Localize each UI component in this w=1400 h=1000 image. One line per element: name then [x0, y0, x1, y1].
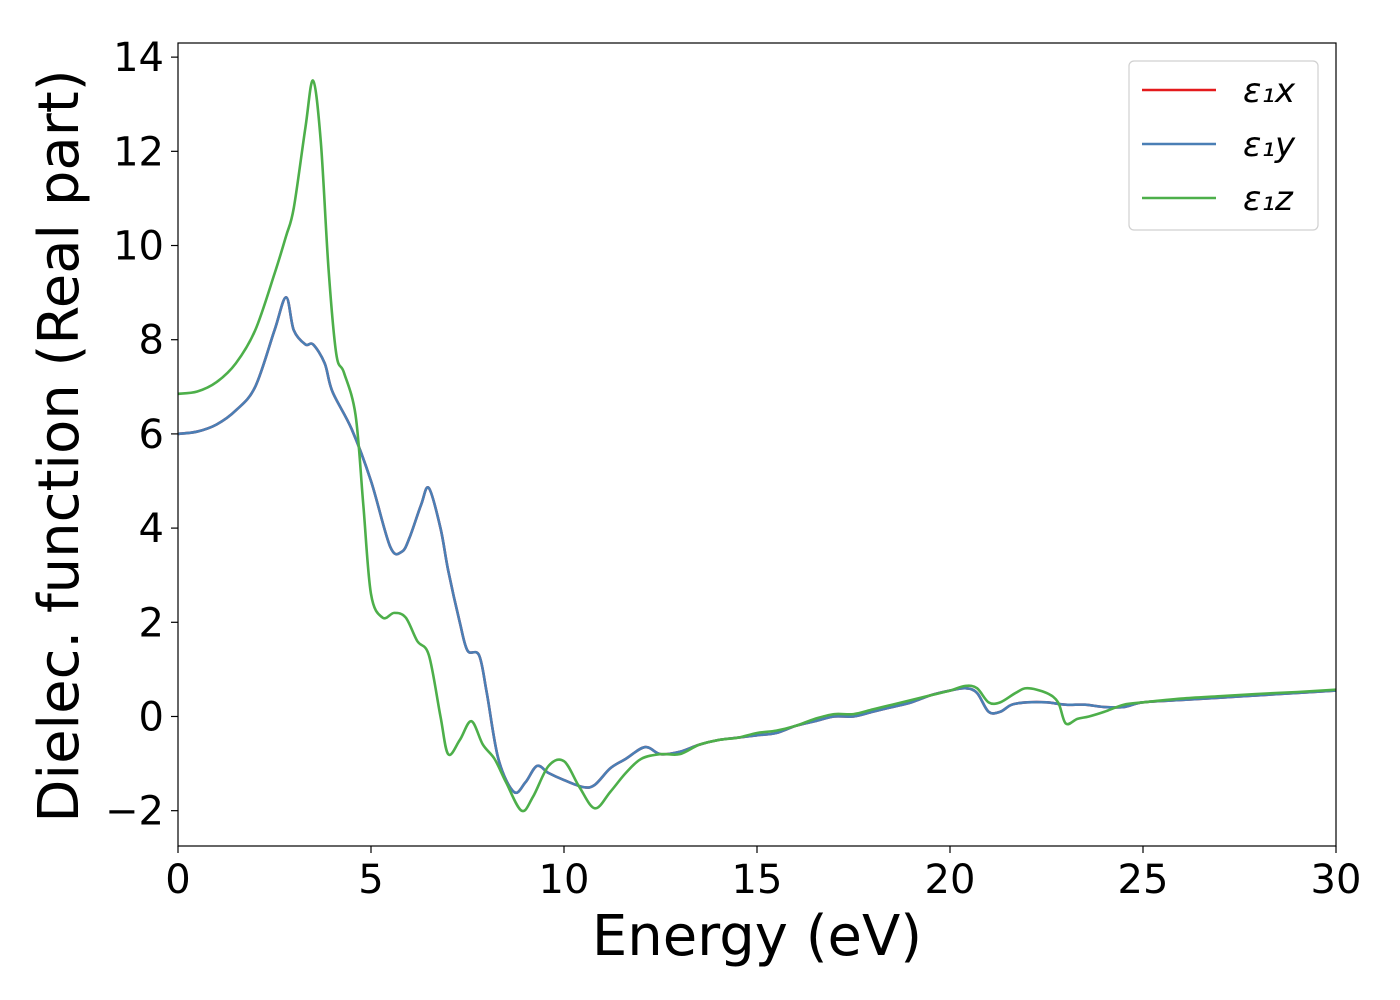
- y-tick-label: 14: [113, 35, 164, 81]
- series-line-2: [178, 79, 1336, 813]
- legend: ε₁x ε₁y ε₁z: [1128, 60, 1319, 231]
- x-tick-label: 30: [1311, 857, 1362, 903]
- y-tick-label: 12: [113, 129, 164, 175]
- y-tick-label: 0: [139, 694, 164, 740]
- y-tick-label: −2: [105, 789, 164, 835]
- y-tick-label: 2: [139, 600, 164, 646]
- legend-label: ε₁z: [1243, 179, 1294, 219]
- x-axis-label: Energy (eV): [592, 904, 922, 969]
- x-tick-label: 5: [358, 857, 383, 903]
- y-axis-label: Dielec. function (Real part): [27, 69, 92, 822]
- series-lines: [178, 79, 1336, 813]
- legend-label: ε₁x: [1243, 71, 1296, 111]
- legend-box: [1128, 60, 1319, 231]
- y-tick-label: 10: [113, 224, 164, 270]
- y-tick-label: 6: [139, 412, 164, 458]
- y-tick-label: 4: [139, 506, 164, 552]
- series-line-0: [178, 296, 1336, 795]
- x-tick-label: 15: [732, 857, 783, 903]
- series-line-1: [178, 296, 1336, 795]
- x-tick-label: 25: [1118, 857, 1169, 903]
- x-tick-label: 0: [165, 857, 190, 903]
- x-tick-label: 20: [925, 857, 976, 903]
- legend-label: ε₁y: [1243, 125, 1296, 165]
- x-tick-label: 10: [539, 857, 590, 903]
- y-tick-label: 8: [139, 318, 164, 364]
